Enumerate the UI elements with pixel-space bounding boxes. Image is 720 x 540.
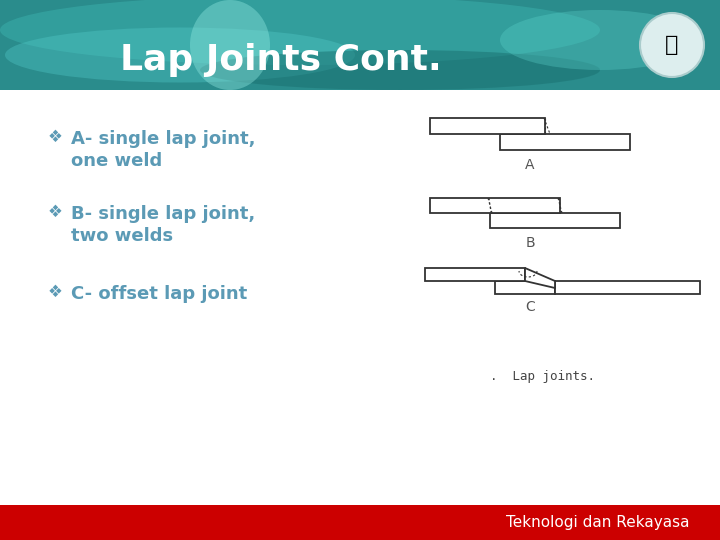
Text: ❖: ❖ bbox=[48, 283, 63, 301]
Bar bbox=[0, 505, 720, 540]
Text: B- single lap joint,: B- single lap joint, bbox=[71, 205, 256, 223]
Text: ❖: ❖ bbox=[48, 128, 63, 146]
Bar bbox=[555, 281, 700, 294]
Bar bbox=[425, 268, 525, 281]
Text: .  Lap joints.: . Lap joints. bbox=[490, 370, 595, 383]
Text: ❖: ❖ bbox=[48, 203, 63, 221]
Text: one weld: one weld bbox=[71, 152, 162, 170]
Text: Lap Joints Cont.: Lap Joints Cont. bbox=[120, 43, 441, 77]
Bar bbox=[0, 0, 720, 90]
Bar bbox=[495, 281, 555, 294]
Text: two welds: two welds bbox=[71, 227, 173, 245]
Text: 🏛: 🏛 bbox=[665, 35, 679, 55]
Ellipse shape bbox=[500, 10, 700, 70]
Text: C: C bbox=[525, 300, 535, 314]
Circle shape bbox=[640, 13, 704, 77]
Text: B: B bbox=[525, 236, 535, 250]
Text: A- single lap joint,: A- single lap joint, bbox=[71, 130, 256, 148]
Bar bbox=[430, 118, 545, 134]
Text: Teknologi dan Rekayasa: Teknologi dan Rekayasa bbox=[506, 515, 690, 530]
Bar bbox=[500, 134, 630, 150]
Ellipse shape bbox=[0, 0, 600, 65]
Ellipse shape bbox=[5, 28, 355, 83]
Text: C- offset lap joint: C- offset lap joint bbox=[71, 285, 247, 303]
Bar bbox=[430, 198, 560, 213]
Ellipse shape bbox=[190, 0, 270, 90]
Text: A: A bbox=[526, 158, 535, 172]
Bar bbox=[490, 213, 620, 228]
Bar bbox=[0, 90, 720, 505]
Polygon shape bbox=[525, 268, 555, 288]
Ellipse shape bbox=[200, 50, 600, 90]
